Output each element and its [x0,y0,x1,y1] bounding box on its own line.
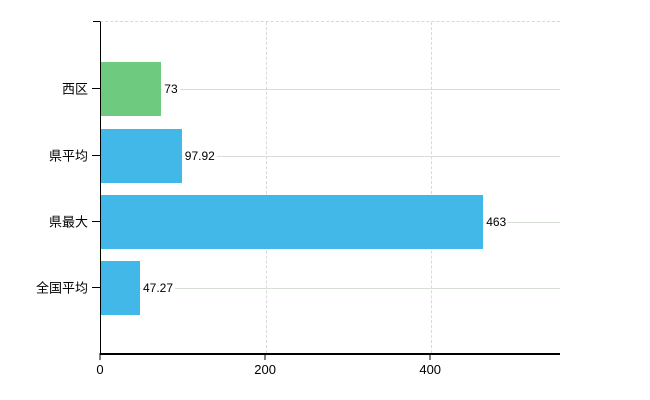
x-axis-tick-label-400: 400 [419,362,442,377]
category-gridline [101,89,560,90]
y-axis-tick [92,287,100,288]
x-axis-tick-label-200: 200 [254,362,276,377]
y-axis-tick [92,88,100,89]
category-gridline [101,156,560,157]
x-axis-tick-200 [264,353,266,360]
bar-value-label: 73 [162,82,180,96]
y-axis-label-national-average: 全国平均 [35,280,88,296]
category-gridline [101,288,560,289]
y-axis-label-pref-max: 県最大 [48,214,88,230]
bar-value-label: 47.27 [141,281,176,295]
x-axis-tick-0 [99,353,101,360]
bar-value-label: 97.92 [182,149,217,163]
y-axis-label-pref-average: 県平均 [48,148,88,164]
plot-area: 73 97.92 463 47.27 [100,21,560,355]
bar-nishiku [101,62,162,116]
bar-value-label: 463 [484,215,509,229]
x-axis-tick-label-0: 0 [96,362,104,377]
y-axis-tick [92,155,100,156]
x-axis-tick-400 [429,353,431,360]
bar-national-average [101,261,140,315]
gridline-x-400 [431,22,433,353]
bar-pref-max [101,195,484,249]
gridline-x-200 [266,22,268,353]
y-axis-label-nishiku: 西区 [61,81,88,97]
y-axis-top-tick [93,21,100,22]
y-axis-tick [92,221,100,222]
bar-pref-average [101,129,182,183]
